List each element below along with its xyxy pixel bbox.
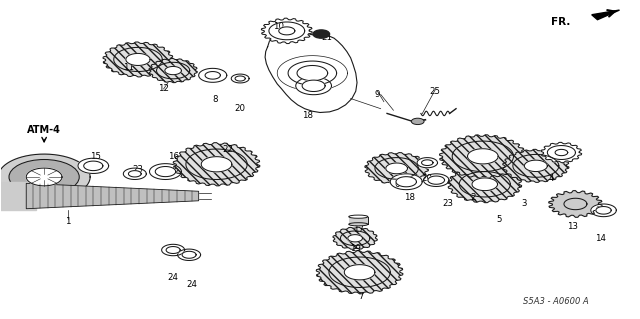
Text: ATM-4: ATM-4 — [27, 125, 61, 135]
Ellipse shape — [349, 215, 368, 218]
Polygon shape — [316, 251, 403, 294]
Text: 14: 14 — [595, 234, 607, 243]
Polygon shape — [344, 265, 375, 280]
Text: 17: 17 — [353, 225, 364, 234]
Polygon shape — [231, 74, 249, 83]
Polygon shape — [541, 142, 582, 163]
Circle shape — [9, 160, 79, 195]
Text: 12: 12 — [158, 84, 169, 93]
Polygon shape — [396, 177, 417, 187]
Text: 18: 18 — [301, 111, 313, 120]
Text: 16: 16 — [168, 152, 179, 161]
Polygon shape — [440, 135, 526, 178]
Polygon shape — [348, 234, 362, 242]
Polygon shape — [365, 152, 428, 184]
Text: 23: 23 — [442, 199, 453, 208]
Polygon shape — [205, 71, 220, 79]
Polygon shape — [150, 164, 181, 180]
Polygon shape — [173, 143, 260, 186]
Polygon shape — [182, 251, 196, 258]
Polygon shape — [84, 161, 103, 171]
Polygon shape — [428, 176, 445, 184]
Polygon shape — [448, 166, 522, 203]
Polygon shape — [302, 80, 325, 92]
Polygon shape — [201, 157, 232, 172]
Polygon shape — [503, 149, 569, 182]
Polygon shape — [26, 183, 198, 209]
Bar — [349, 217, 368, 224]
Polygon shape — [297, 65, 328, 81]
Polygon shape — [0, 154, 90, 200]
Polygon shape — [417, 158, 438, 168]
Text: 11: 11 — [123, 63, 134, 72]
Polygon shape — [235, 76, 245, 81]
Text: 23: 23 — [132, 165, 143, 174]
Text: 13: 13 — [567, 222, 578, 231]
Polygon shape — [177, 249, 200, 261]
Text: 5: 5 — [496, 215, 502, 224]
Text: 6: 6 — [394, 181, 399, 189]
Polygon shape — [198, 68, 227, 82]
Polygon shape — [0, 182, 36, 210]
Polygon shape — [288, 61, 337, 85]
Text: 1: 1 — [65, 217, 70, 226]
Polygon shape — [596, 206, 611, 214]
Circle shape — [412, 118, 424, 124]
Polygon shape — [386, 163, 408, 174]
Polygon shape — [162, 244, 184, 256]
Text: 9: 9 — [375, 90, 380, 99]
Polygon shape — [129, 171, 141, 177]
Text: 10: 10 — [273, 22, 284, 31]
Polygon shape — [78, 158, 109, 174]
Polygon shape — [156, 167, 175, 177]
Polygon shape — [548, 191, 602, 217]
Polygon shape — [472, 178, 497, 191]
Text: 8: 8 — [212, 95, 218, 104]
Text: 7: 7 — [359, 292, 364, 300]
Text: 19: 19 — [349, 244, 360, 253]
Polygon shape — [149, 58, 197, 83]
Text: 18: 18 — [404, 193, 415, 202]
Text: S5A3 - A0600 A: S5A3 - A0600 A — [524, 297, 589, 306]
Text: 2: 2 — [470, 193, 476, 202]
Polygon shape — [261, 18, 312, 44]
Polygon shape — [126, 53, 150, 65]
Text: 25: 25 — [429, 87, 440, 96]
Text: FR.: FR. — [551, 17, 570, 27]
Polygon shape — [333, 227, 378, 249]
Text: 21: 21 — [321, 33, 332, 42]
Text: 22: 22 — [222, 145, 233, 154]
Text: 20: 20 — [422, 174, 433, 183]
Polygon shape — [165, 66, 181, 75]
Text: 4: 4 — [548, 174, 554, 183]
Polygon shape — [591, 204, 616, 217]
Polygon shape — [592, 10, 620, 20]
Polygon shape — [467, 149, 498, 164]
Polygon shape — [166, 247, 180, 254]
Text: 20: 20 — [235, 104, 246, 113]
Text: 15: 15 — [90, 152, 100, 161]
Polygon shape — [555, 149, 568, 156]
Polygon shape — [296, 77, 332, 95]
Ellipse shape — [349, 223, 368, 226]
Polygon shape — [124, 168, 147, 180]
Polygon shape — [422, 160, 433, 166]
Polygon shape — [524, 160, 547, 172]
Text: 24: 24 — [168, 272, 179, 281]
Polygon shape — [26, 168, 62, 186]
Polygon shape — [279, 27, 295, 35]
Circle shape — [313, 30, 330, 38]
Text: 3: 3 — [522, 199, 527, 208]
Polygon shape — [390, 174, 422, 190]
Polygon shape — [103, 42, 173, 77]
Polygon shape — [424, 174, 449, 187]
Text: 24: 24 — [187, 280, 198, 289]
